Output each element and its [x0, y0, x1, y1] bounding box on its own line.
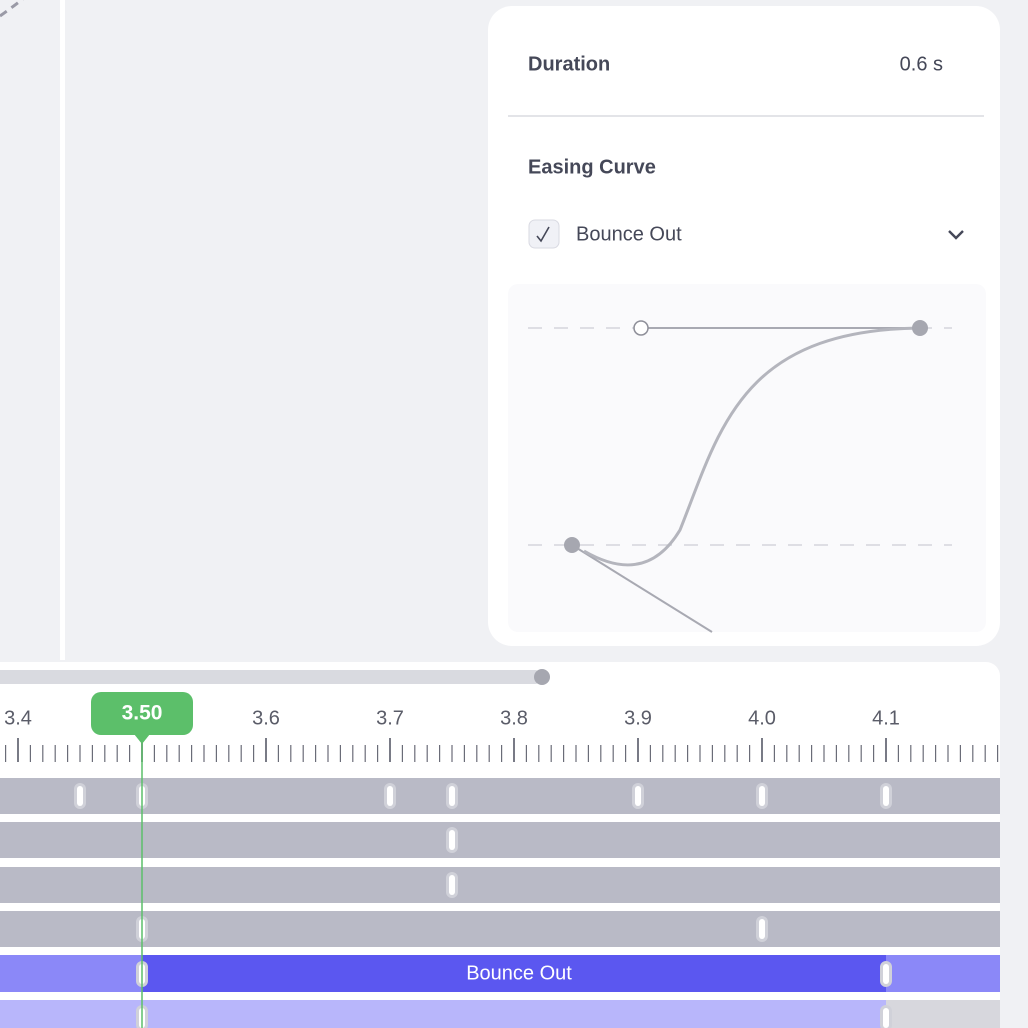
playhead-time: 3.50 [122, 702, 163, 725]
playhead-badge[interactable] [91, 692, 193, 735]
curve-bg [508, 284, 986, 632]
keyframe-dot [759, 919, 765, 939]
ruler-label: 3.7 [376, 707, 404, 729]
clip-label: Bounce Out [466, 962, 572, 984]
scrollbar[interactable] [0, 670, 542, 684]
track [0, 867, 1000, 903]
duration-value[interactable]: 0.6 s [900, 53, 943, 75]
scroll-thumb[interactable] [534, 669, 550, 685]
chevron[interactable] [948, 230, 964, 240]
easing-dropdown[interactable]: Bounce Out [528, 219, 964, 249]
track [0, 822, 1000, 858]
keyframe-dot [387, 786, 393, 806]
ruler-label: 3.8 [500, 707, 528, 729]
motion-path [0, 0, 24, 18]
ruler-label: 4 [1023, 707, 1028, 729]
keyframe-dot [77, 786, 83, 806]
checkbox[interactable] [528, 219, 560, 249]
timeline: 3.4 3.6 3.7 3.8 3.9 4.0 4.1 4 Bounce Out 3.50 [0, 662, 1028, 1028]
handle-line [571, 544, 713, 633]
track [0, 911, 1000, 947]
keyframe-dot [883, 964, 889, 984]
ruler-label: 3.6 [252, 707, 280, 729]
keyframe-dot [759, 786, 765, 806]
track [0, 1000, 886, 1028]
control-handle[interactable] [633, 320, 649, 336]
ruler-label: 3.9 [624, 707, 652, 729]
inspector-panel: Duration 0.6 s Easing Curve Bounce Out [488, 6, 1000, 646]
keyframe-dot [449, 830, 455, 850]
playhead-pointer [134, 734, 150, 744]
keyframe-dot [449, 786, 455, 806]
keyframe-dot [883, 786, 889, 806]
start-point[interactable] [564, 537, 580, 553]
check-icon [536, 226, 550, 243]
track [0, 778, 1000, 814]
keyframe-dot [883, 1008, 889, 1028]
clip[interactable] [142, 955, 886, 992]
curve [583, 326, 921, 567]
duration-label: Duration [528, 53, 610, 75]
ruler-label: 4.1 [872, 707, 900, 729]
track [886, 1000, 1000, 1028]
ruler-label: 4.0 [748, 707, 776, 729]
divider [60, 0, 65, 660]
easing-label: Easing Curve [528, 156, 656, 178]
keyframe-dot [449, 875, 455, 895]
easing-value[interactable]: Bounce Out [576, 223, 682, 245]
ruler-label: 3.4 [4, 707, 32, 729]
curve-editor [508, 284, 986, 633]
keyframe-dot [635, 786, 641, 806]
end-point[interactable] [912, 320, 928, 336]
